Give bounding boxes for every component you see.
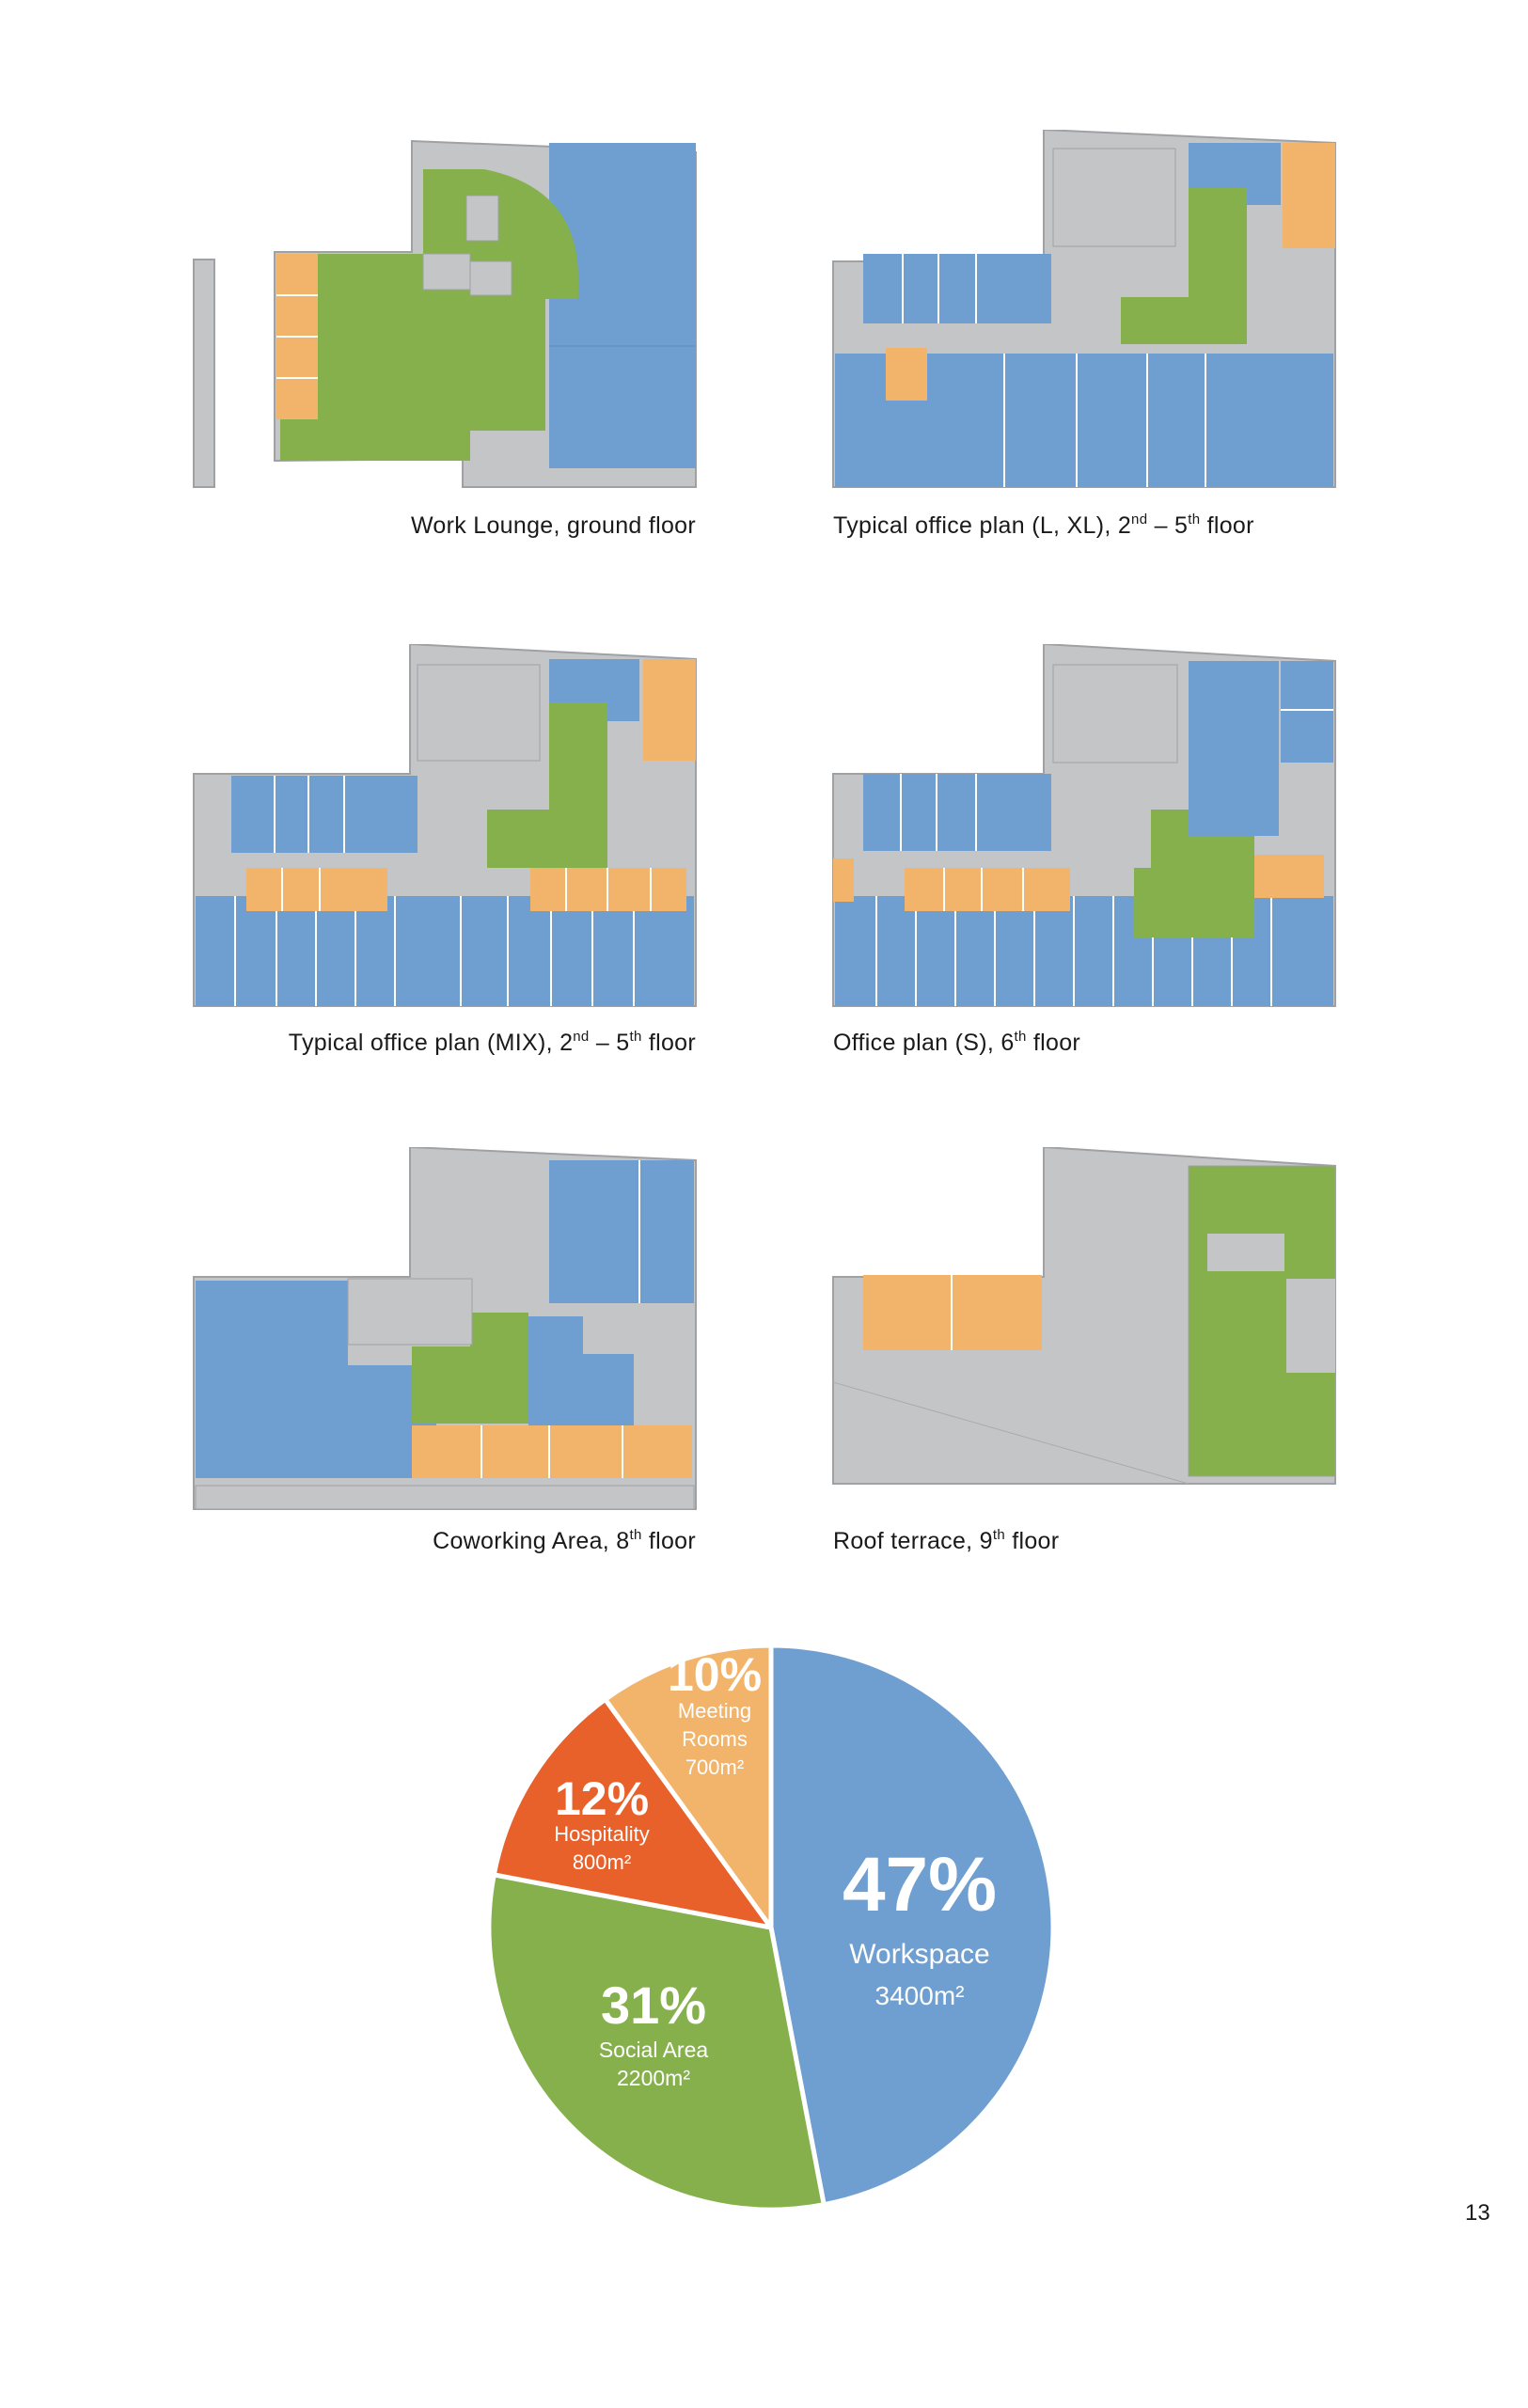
floor-plan-work-lounge — [188, 120, 715, 496]
caption-work-lounge: Work Lounge, ground floor — [410, 512, 696, 539]
floor-plan-office-s — [827, 644, 1345, 1011]
meeting-rooms-percent-label: 10% — [668, 1648, 762, 1701]
hospitality-name-label: Hospitality — [554, 1822, 649, 1846]
pie-slice-hospitality — [491, 1696, 774, 1930]
slice-label-hospitality: 12% Hospitality 800m² — [554, 1772, 649, 1874]
floor-plan-coworking-area — [188, 1147, 715, 1523]
slice-label-workspace: 47% Workspace 3400m² — [843, 1842, 997, 2010]
floor-plan-typical-office-mix — [188, 644, 715, 1011]
workspace-percent-label: 47% — [843, 1842, 997, 1928]
caption-office-s: Office plan (S), 6th floor — [833, 1029, 1081, 1056]
social-area-name-label: Social Area — [599, 2038, 709, 2062]
caption-coworking-area: Coworking Area, 8th floor — [433, 1527, 696, 1554]
meeting-rooms-name-line-2: Rooms — [682, 1727, 748, 1751]
floor-plan-typical-office-l-xl — [827, 130, 1345, 496]
caption-roof-terrace: Roof terrace, 9th floor — [833, 1527, 1060, 1554]
hospitality-percent-label: 12% — [555, 1772, 649, 1825]
social-area-percent-label: 31% — [601, 1975, 706, 2035]
workspace-area-label: 3400m² — [875, 1981, 965, 2010]
slice-label-social-area: 31% Social Area 2200m² — [599, 1975, 709, 2090]
workspace-name-label: Workspace — [849, 1939, 990, 1970]
social-area-area-label: 2200m² — [617, 2066, 690, 2090]
meeting-rooms-area-label: 700m² — [685, 1755, 744, 1779]
area-distribution-pie-chart: 47% Workspace 3400m² 31% Social Area 220… — [486, 1643, 1056, 2212]
slice-label-meeting-rooms: 10% Meeting Rooms 700m² — [668, 1648, 762, 1779]
meeting-rooms-name-line-1: Meeting — [678, 1699, 751, 1723]
pie-slices — [486, 1643, 1056, 2212]
pie-slice-meeting-rooms — [603, 1643, 774, 1930]
caption-typical-office-mix: Typical office plan (MIX), 2nd – 5th flo… — [288, 1029, 696, 1056]
caption-typical-office-l-xl: Typical office plan (L, XL), 2nd – 5th f… — [833, 512, 1254, 539]
page-number: 13 — [1465, 2200, 1490, 2226]
floor-plan-roof-terrace — [827, 1147, 1345, 1495]
pie-slice-social-area — [486, 1872, 827, 2212]
hospitality-area-label: 800m² — [573, 1850, 631, 1874]
pie-slice-workspace — [768, 1643, 1056, 2208]
